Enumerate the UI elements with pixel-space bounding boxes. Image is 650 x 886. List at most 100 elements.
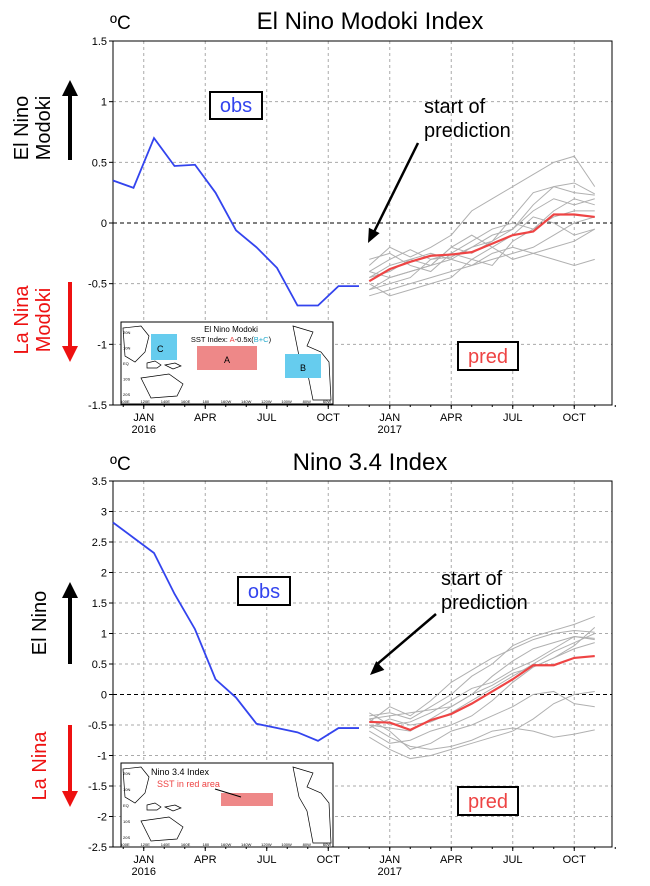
nino34-box [221,793,273,806]
ensemble-member-1 [368,182,595,272]
map-subtitle: SST in red area [157,779,220,789]
x-tick-year: 2017 [378,424,402,436]
x-tick-label: JAN [133,412,154,424]
box-a-label: A [224,355,230,365]
chart-panel-2: Nino 3.4 Index ºC -2.5 -2 -1.5 -1 -0.5 0 0.5 1 1.5… [29,449,616,878]
upper-side-label: Modoki [33,96,55,160]
ensemble-member-10 [369,642,595,720]
land-australia [140,373,184,399]
box-a [197,346,257,370]
y-tick-label: 1 [101,629,107,641]
map-lat-label: 20S [123,392,130,397]
box-c-label: C [157,344,164,354]
annotation-arrowhead [368,227,380,243]
map-index-formula: SST Index: A-0.5x(B+C) [191,335,272,344]
x-tick-year: 2016 [132,866,156,878]
land-australia [140,816,184,842]
lower-side-label: La Nina [11,285,33,355]
chart-title: Nino 3.4 Index [293,449,448,476]
observed-line [112,136,359,307]
annotation-line-1: start of [424,96,486,118]
annotation-line-2: prediction [424,120,511,142]
annotation-arrow-shaft [371,142,420,235]
unit-label: ºC [110,454,131,475]
x-tick-label: OCT [317,412,341,424]
annotation-line-1: start of [441,568,503,590]
x-tick-year: 2016 [132,424,156,436]
ensemble-member-10 [369,198,595,279]
pred-label-box [457,786,519,816]
ensemble-member-3 [368,186,595,291]
land-indonesia [146,802,182,812]
upper-side-label: El Nino [29,591,51,655]
map-lat-label: 10N [123,346,130,351]
y-tick-label: -2.5 [88,842,107,854]
box-c [151,334,177,360]
map-lon-label: 60W [323,842,331,847]
y-tick-label: 0.5 [92,157,107,169]
map-lat-label: 20S [123,835,130,840]
chart-title: El Nino Modoki Index [257,8,484,35]
la-nina-arrowhead [62,346,78,362]
ensemble-member-5 [368,246,595,279]
map-title: Nino 3.4 Index [151,767,210,777]
formula-part: ) [269,335,272,344]
lower-side-label: Modoki [33,288,55,352]
map-lon-label: 60W [323,399,331,404]
map-lon-label: 100W [281,842,292,847]
x-tick-label: APR [194,412,217,424]
inset-map: 20N 10N EQ 10S 20S 100E 120E 140E 160E 180 160W 140… [120,762,334,848]
y-tick-label: 1.5 [92,36,107,48]
land-indonesia [146,360,182,370]
map-lon-label: 160E [181,399,191,404]
box-b-label: B [300,363,306,373]
y-tick-label: 1.5 [92,598,107,610]
map-lon-label: 160W [221,842,232,847]
obs-label-box [209,91,263,120]
y-tick-label: 0.5 [92,659,107,671]
map-lat-label: 10N [123,787,130,792]
map-lat-label: 10S [123,819,130,824]
formula-part: B+C [254,335,269,344]
map-lon-label: 140W [241,842,252,847]
ensemble-member-6 [369,198,595,273]
formula-part: -0.5x( [235,335,255,344]
map-lon-label: 140W [241,399,252,404]
map-lon-label: 120W [261,842,272,847]
map-lon-label: 120E [141,399,151,404]
x-tick-label: JAN [379,412,400,424]
map-pointer [214,788,242,798]
map-title: El Nino Modoki [204,325,258,334]
map-lat-label: EQ [123,803,129,808]
y-tick-label: 3.5 [92,476,107,488]
x-tick-label: JUL [503,854,523,866]
ensemble-member-1 [369,615,595,720]
y-tick-label: -0.5 [88,279,107,291]
unit-label: ºC [110,13,131,34]
map-lat-label: 20N [123,330,130,335]
obs-label: obs [220,95,252,117]
upper-side-label: El Nino [11,96,33,160]
pred-label: pred [468,791,508,813]
el-nino-arrowhead [62,582,78,598]
map-lon-label: 160W [221,399,232,404]
map-lon-label: 160E [181,842,191,847]
formula-part: A [230,335,235,344]
box-b [285,354,321,378]
x-tick-label: APR [194,854,217,866]
map-lon-label: 120W [261,399,272,404]
ensemble-member-9 [369,210,595,291]
map-lon-label: 100W [281,399,292,404]
x-tick-label: JUL [503,412,523,424]
inset-map: 20N 10N EQ 10S 20S 100E 120E 140E 160E 180 160W 140… [120,321,334,405]
x-tick-label: JUL [257,854,277,866]
y-tick-label: -1 [97,751,107,763]
x-tick-year: 2017 [378,866,402,878]
map-lat-label: 20N [123,771,130,776]
y-tick-label: -2 [97,812,107,824]
prediction-mean-line [369,654,595,732]
ensemble-member-7 [369,633,595,729]
x-tick-label: APR [440,854,463,866]
annotation-arrow-shaft [374,613,437,667]
